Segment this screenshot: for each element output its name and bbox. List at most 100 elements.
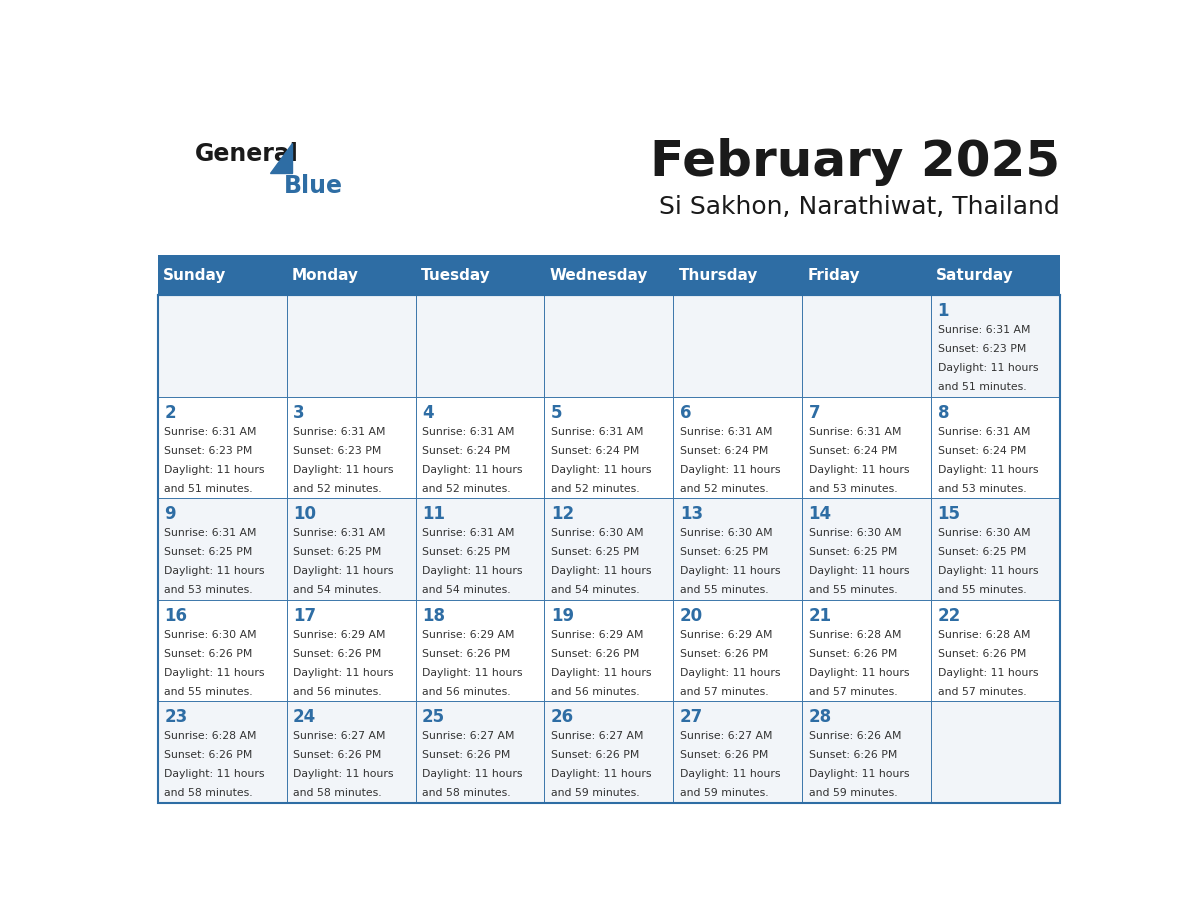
Text: Sunrise: 6:31 AM: Sunrise: 6:31 AM xyxy=(293,528,386,538)
Text: and 54 minutes.: and 54 minutes. xyxy=(422,586,511,595)
Bar xyxy=(802,498,931,599)
Text: Sunrise: 6:30 AM: Sunrise: 6:30 AM xyxy=(809,528,902,538)
Bar xyxy=(802,397,931,498)
Text: Daylight: 11 hours: Daylight: 11 hours xyxy=(164,769,265,779)
Text: Daylight: 11 hours: Daylight: 11 hours xyxy=(422,465,523,475)
Text: Sunrise: 6:29 AM: Sunrise: 6:29 AM xyxy=(293,630,386,640)
Bar xyxy=(286,397,416,498)
Text: Sunrise: 6:26 AM: Sunrise: 6:26 AM xyxy=(809,731,902,741)
Text: Sunrise: 6:31 AM: Sunrise: 6:31 AM xyxy=(680,427,772,437)
Text: Sunset: 6:26 PM: Sunset: 6:26 PM xyxy=(680,649,769,658)
Text: Daylight: 11 hours: Daylight: 11 hours xyxy=(937,566,1038,577)
Text: Sunset: 6:26 PM: Sunset: 6:26 PM xyxy=(680,750,769,760)
Bar xyxy=(158,296,286,397)
Text: Sunset: 6:24 PM: Sunset: 6:24 PM xyxy=(937,445,1026,455)
Text: Daylight: 11 hours: Daylight: 11 hours xyxy=(551,667,651,677)
Text: Sunrise: 6:29 AM: Sunrise: 6:29 AM xyxy=(551,630,644,640)
Bar xyxy=(544,599,674,701)
Text: Sunrise: 6:31 AM: Sunrise: 6:31 AM xyxy=(937,427,1030,437)
Text: Sunset: 6:26 PM: Sunset: 6:26 PM xyxy=(551,750,639,760)
Text: Sunset: 6:24 PM: Sunset: 6:24 PM xyxy=(809,445,897,455)
Text: 9: 9 xyxy=(164,506,176,523)
Bar xyxy=(544,397,674,498)
Text: 13: 13 xyxy=(680,506,703,523)
Text: Sunrise: 6:31 AM: Sunrise: 6:31 AM xyxy=(422,528,514,538)
Bar xyxy=(158,701,286,803)
Text: Daylight: 11 hours: Daylight: 11 hours xyxy=(551,769,651,779)
Text: and 59 minutes.: and 59 minutes. xyxy=(809,789,897,799)
Text: Sunrise: 6:31 AM: Sunrise: 6:31 AM xyxy=(937,325,1030,335)
Text: and 51 minutes.: and 51 minutes. xyxy=(164,484,253,494)
Text: and 58 minutes.: and 58 minutes. xyxy=(164,789,253,799)
Bar xyxy=(158,397,286,498)
Text: Sunset: 6:26 PM: Sunset: 6:26 PM xyxy=(422,649,511,658)
Text: Sunset: 6:23 PM: Sunset: 6:23 PM xyxy=(937,344,1026,354)
Bar xyxy=(158,296,1060,803)
Text: Sunrise: 6:30 AM: Sunrise: 6:30 AM xyxy=(680,528,772,538)
Text: Sunrise: 6:31 AM: Sunrise: 6:31 AM xyxy=(164,427,257,437)
Text: Blue: Blue xyxy=(284,174,343,197)
Text: Daylight: 11 hours: Daylight: 11 hours xyxy=(422,566,523,577)
Text: Daylight: 11 hours: Daylight: 11 hours xyxy=(680,465,781,475)
Text: Sunset: 6:24 PM: Sunset: 6:24 PM xyxy=(680,445,769,455)
Bar xyxy=(931,397,1060,498)
Text: and 59 minutes.: and 59 minutes. xyxy=(680,789,769,799)
Text: 10: 10 xyxy=(293,506,316,523)
Text: and 56 minutes.: and 56 minutes. xyxy=(422,687,511,697)
Bar xyxy=(931,296,1060,397)
Text: Sunset: 6:26 PM: Sunset: 6:26 PM xyxy=(293,750,381,760)
Text: and 54 minutes.: and 54 minutes. xyxy=(293,586,381,595)
Text: 7: 7 xyxy=(809,404,820,422)
Text: 24: 24 xyxy=(293,709,316,726)
Text: Daylight: 11 hours: Daylight: 11 hours xyxy=(164,465,265,475)
Text: and 51 minutes.: and 51 minutes. xyxy=(937,382,1026,392)
Text: 23: 23 xyxy=(164,709,188,726)
Text: Sunrise: 6:31 AM: Sunrise: 6:31 AM xyxy=(551,427,644,437)
Bar xyxy=(674,397,802,498)
Text: Sunset: 6:25 PM: Sunset: 6:25 PM xyxy=(680,547,769,557)
Text: Thursday: Thursday xyxy=(678,268,758,283)
Text: Sunrise: 6:29 AM: Sunrise: 6:29 AM xyxy=(422,630,514,640)
Text: Daylight: 11 hours: Daylight: 11 hours xyxy=(422,769,523,779)
Text: Sunrise: 6:31 AM: Sunrise: 6:31 AM xyxy=(422,427,514,437)
Text: Sunset: 6:26 PM: Sunset: 6:26 PM xyxy=(164,750,253,760)
Text: Sunset: 6:23 PM: Sunset: 6:23 PM xyxy=(293,445,381,455)
Text: Sunrise: 6:28 AM: Sunrise: 6:28 AM xyxy=(937,630,1030,640)
Text: and 57 minutes.: and 57 minutes. xyxy=(680,687,769,697)
Text: Sunset: 6:26 PM: Sunset: 6:26 PM xyxy=(809,649,897,658)
Text: and 59 minutes.: and 59 minutes. xyxy=(551,789,639,799)
Text: 8: 8 xyxy=(937,404,949,422)
Text: Sunset: 6:25 PM: Sunset: 6:25 PM xyxy=(551,547,639,557)
Text: Sunset: 6:25 PM: Sunset: 6:25 PM xyxy=(293,547,381,557)
Bar xyxy=(674,498,802,599)
Text: Daylight: 11 hours: Daylight: 11 hours xyxy=(809,566,909,577)
Text: February 2025: February 2025 xyxy=(650,139,1060,186)
Text: 21: 21 xyxy=(809,607,832,625)
Text: Sunrise: 6:29 AM: Sunrise: 6:29 AM xyxy=(680,630,772,640)
Text: Sunday: Sunday xyxy=(163,268,226,283)
Text: Sunrise: 6:28 AM: Sunrise: 6:28 AM xyxy=(809,630,902,640)
Text: 3: 3 xyxy=(293,404,304,422)
Text: 20: 20 xyxy=(680,607,703,625)
Bar xyxy=(674,599,802,701)
Text: 27: 27 xyxy=(680,709,703,726)
Text: Sunset: 6:26 PM: Sunset: 6:26 PM xyxy=(422,750,511,760)
Text: Sunrise: 6:30 AM: Sunrise: 6:30 AM xyxy=(937,528,1030,538)
Bar xyxy=(931,701,1060,803)
Bar xyxy=(544,701,674,803)
Text: and 55 minutes.: and 55 minutes. xyxy=(680,586,769,595)
Text: General: General xyxy=(195,142,298,166)
Text: 4: 4 xyxy=(422,404,434,422)
Text: Sunrise: 6:30 AM: Sunrise: 6:30 AM xyxy=(164,630,257,640)
Bar xyxy=(802,599,931,701)
Text: 6: 6 xyxy=(680,404,691,422)
Text: Sunset: 6:26 PM: Sunset: 6:26 PM xyxy=(551,649,639,658)
Text: Daylight: 11 hours: Daylight: 11 hours xyxy=(164,667,265,677)
Bar xyxy=(674,701,802,803)
Bar xyxy=(286,599,416,701)
Text: 17: 17 xyxy=(293,607,316,625)
Text: Sunrise: 6:31 AM: Sunrise: 6:31 AM xyxy=(293,427,386,437)
Text: Sunrise: 6:28 AM: Sunrise: 6:28 AM xyxy=(164,731,257,741)
Text: 14: 14 xyxy=(809,506,832,523)
Text: Sunset: 6:24 PM: Sunset: 6:24 PM xyxy=(422,445,511,455)
